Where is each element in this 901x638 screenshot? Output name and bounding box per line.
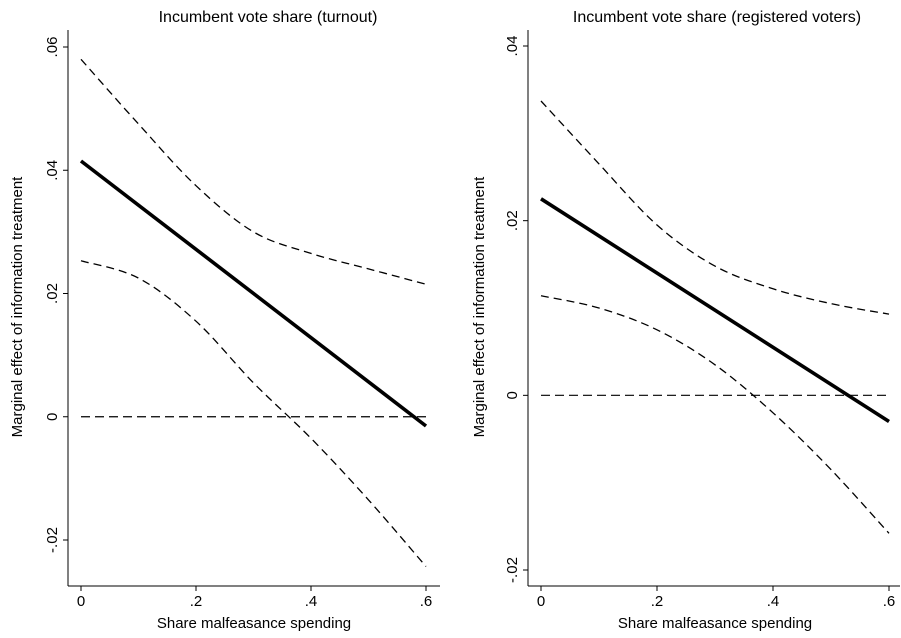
y-axis-label: Marginal effect of information treatment (9, 176, 26, 438)
series-line-lower-ci (80, 260, 427, 567)
y-tick-label: .02 (504, 210, 521, 231)
panel-title: Incumbent vote share (registered voters) (573, 9, 861, 26)
x-tick-label: .2 (190, 593, 203, 610)
x-tick-label: .6 (420, 593, 433, 610)
series-line-lower-ci (540, 295, 890, 534)
y-tick-label: .04 (504, 36, 521, 57)
x-tick-label: .4 (767, 593, 780, 610)
plot-panel-2: Incumbent vote share (registered voters)… (471, 9, 900, 632)
y-tick-label: 0 (44, 413, 61, 421)
x-tick-label: .2 (651, 593, 664, 610)
y-tick-label: -.02 (44, 527, 61, 553)
y-tick-label: .06 (44, 37, 61, 58)
y-tick-label: .02 (44, 283, 61, 304)
y-tick-label: -.02 (504, 557, 521, 583)
y-tick-label: 0 (504, 391, 521, 399)
panel-title: Incumbent vote share (turnout) (159, 9, 378, 26)
series-line-upper-ci (540, 100, 890, 315)
x-tick-label: .6 (883, 593, 896, 610)
x-tick-label: .4 (305, 593, 318, 610)
series-line-upper-ci (80, 58, 427, 285)
y-axis-label: Marginal effect of information treatment (471, 176, 488, 438)
series-line-estimate (540, 197, 890, 424)
x-axis-label: Share malfeasance spending (157, 615, 351, 632)
series-line-estimate (79, 159, 428, 428)
x-tick-label: 0 (537, 593, 545, 610)
x-axis-label: Share malfeasance spending (618, 615, 812, 632)
y-tick-label: .04 (44, 160, 61, 181)
plot-panel-1: Incumbent vote share (turnout) -.02 0 .02 .0… (9, 9, 440, 632)
x-tick-label: 0 (77, 593, 85, 610)
